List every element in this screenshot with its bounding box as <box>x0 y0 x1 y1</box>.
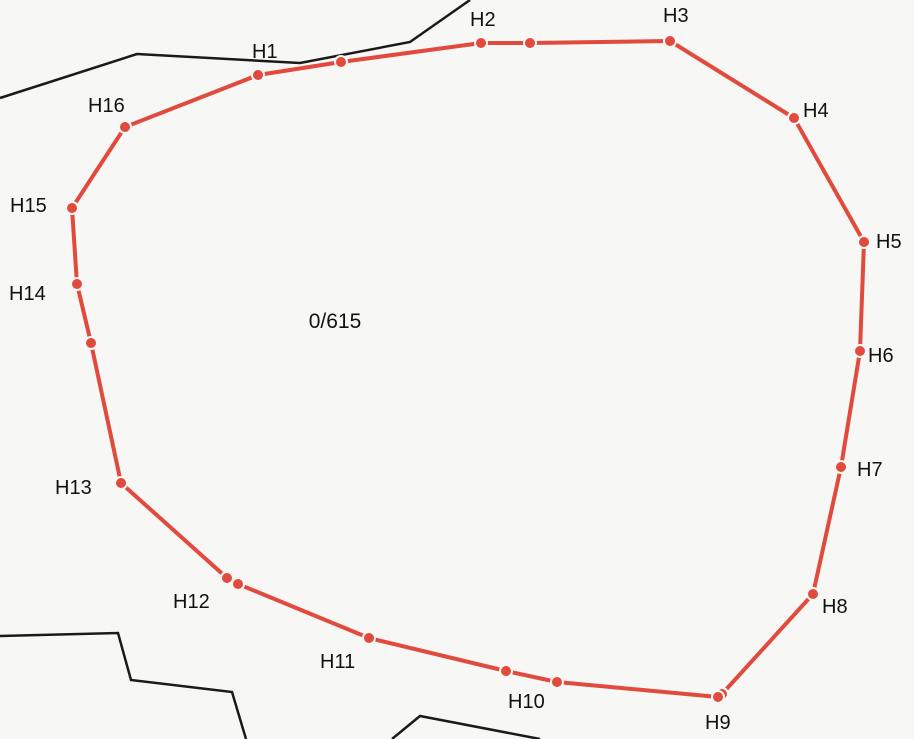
point-label-h12: H12 <box>173 591 210 613</box>
boundary-point-h12 <box>233 579 243 589</box>
point-label-h15: H15 <box>10 195 47 217</box>
neighbor-line-north <box>0 0 471 100</box>
point-label-h3: H3 <box>663 5 689 27</box>
neighbor-boundaries <box>0 0 541 739</box>
boundary-point-h2 <box>476 38 486 48</box>
point-label-h8: H8 <box>822 596 848 618</box>
boundary-point-h7 <box>836 462 846 472</box>
boundary-vertex <box>525 38 535 48</box>
boundary-point-h8 <box>808 589 818 599</box>
point-label-h2: H2 <box>470 9 496 31</box>
neighbor-line-south <box>391 714 541 739</box>
boundary-point-h16 <box>120 122 130 132</box>
point-label-h5: H5 <box>876 231 902 253</box>
point-label-h1: H1 <box>252 41 278 63</box>
boundary-vertex <box>222 573 232 583</box>
neighbor-line-southwest <box>0 631 248 739</box>
boundary-point-h13 <box>116 478 126 488</box>
boundary-point-h14 <box>72 279 82 289</box>
point-label-h9: H9 <box>705 712 731 734</box>
point-label-h14: H14 <box>9 283 46 305</box>
point-label-h16: H16 <box>88 95 125 117</box>
boundary-point-h6 <box>855 346 865 356</box>
boundary-point-h9 <box>713 692 723 702</box>
boundary-point-h11 <box>364 633 374 643</box>
boundary-point-h1 <box>253 70 263 80</box>
boundary-point-h5 <box>859 237 869 247</box>
boundary-point-labels: H1 H2 H3 H4 H5 H6 H7 H8 H9 H10 H11 H12 H13 H14 H15 H16 <box>9 5 902 734</box>
point-label-h7: H7 <box>857 459 883 481</box>
point-label-h10: H10 <box>508 691 545 713</box>
boundary-vertex <box>336 57 346 67</box>
boundary-point-h3 <box>665 36 675 46</box>
point-label-h4: H4 <box>803 100 829 122</box>
point-label-h13: H13 <box>55 477 92 499</box>
boundary-point-h10 <box>552 677 562 687</box>
boundary-point-h4 <box>789 113 799 123</box>
point-label-h6: H6 <box>868 345 894 367</box>
point-label-h11: H11 <box>320 651 355 673</box>
boundary-vertex <box>501 666 511 676</box>
boundary-point-markers <box>65 34 871 704</box>
parcel-number-label: 0/615 <box>309 310 362 333</box>
boundary-vertex <box>86 338 96 348</box>
boundary-point-h15 <box>67 203 77 213</box>
